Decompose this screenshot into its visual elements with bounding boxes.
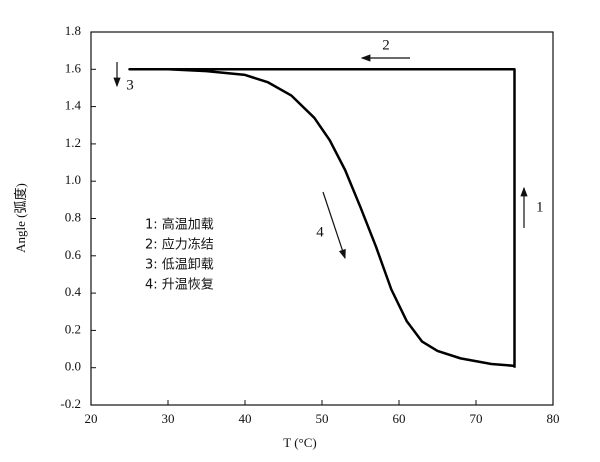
legend-text: 4: 升温恢复 <box>145 278 214 293</box>
data-line <box>128 68 516 368</box>
x-tick-label: 50 <box>316 411 329 426</box>
x-tick-label: 30 <box>162 411 175 426</box>
arrow <box>322 191 346 260</box>
step-label: 4 <box>316 224 324 240</box>
y-tick-label: 0.0 <box>65 359 81 374</box>
y-tick-label: 0.2 <box>65 321 81 336</box>
y-tick-label: 0.8 <box>65 209 81 224</box>
step-label: 1 <box>536 199 544 215</box>
x-axis-label: T (°C) <box>283 435 316 450</box>
x-tick-label: 80 <box>547 411 560 426</box>
y-tick-label: 0.6 <box>65 247 82 262</box>
x-tick-label: 70 <box>470 411 483 426</box>
y-tick-label: 1.8 <box>65 23 81 38</box>
y-axis-label: Angle (弧度) <box>13 183 28 253</box>
legend-text: 1: 高温加载 <box>145 217 214 233</box>
x-tick-label: 60 <box>393 411 406 426</box>
y-tick-label: 0.4 <box>65 284 82 299</box>
y-tick-label: -0.2 <box>60 396 81 411</box>
legend-text: 3: 低温卸载 <box>145 257 214 273</box>
y-tick-label: 1.4 <box>65 98 82 113</box>
legend-text: 2: 应力冻结 <box>145 237 214 253</box>
step-label: 2 <box>382 37 390 53</box>
x-tick-label: 40 <box>239 411 252 426</box>
step-label: 3 <box>126 77 134 93</box>
y-tick-label: 1.6 <box>65 60 82 75</box>
x-tick-label: 20 <box>85 411 98 426</box>
y-tick-label: 1.2 <box>65 135 81 150</box>
y-tick-label: 1.0 <box>65 172 81 187</box>
